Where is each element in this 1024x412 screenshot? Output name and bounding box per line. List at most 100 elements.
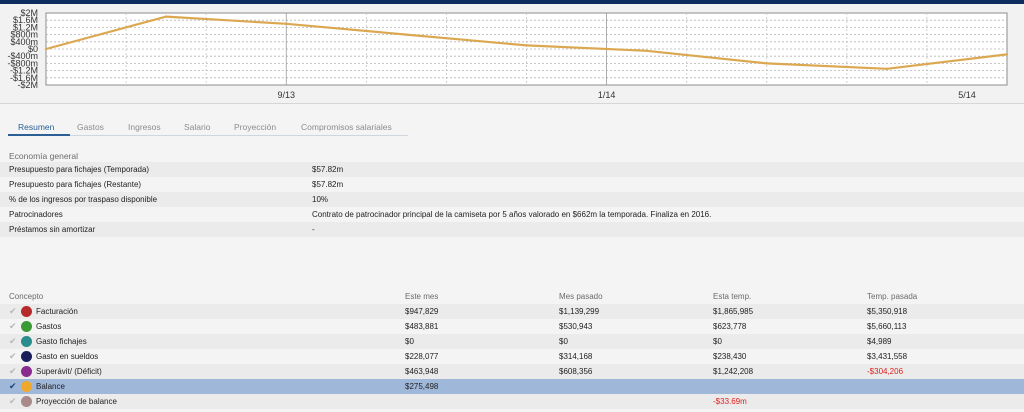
cell-este-mes: $463,948 [405,367,439,376]
series-color-dot-icon [21,381,32,392]
finance-row[interactable]: ✔ Gasto fichajes $0 $0 $0 $4,989 [0,334,1024,349]
y-tick-label: -$1.6M [10,73,38,83]
y-tick-label: $2M [20,8,38,18]
cell-mes-pasado: $1,139,299 [559,307,600,316]
data-point [765,62,768,65]
concept-label: Proyección de balance [36,397,117,406]
cell-temp-pasada: $4,989 [867,337,892,346]
info-label: Patrocinadores [9,210,63,219]
info-row: Patrocinadores Contrato de patrocinador … [0,207,1024,222]
cell-esta-temp: $1,242,208 [713,367,754,376]
data-point [885,67,889,70]
checkmark-icon[interactable]: ✔ [9,321,17,331]
tab-proyeccion[interactable]: Proyección [234,122,277,132]
cell-este-mes: $275,498 [405,382,439,391]
tab-compromisos-salariales[interactable]: Compromisos salariales [301,122,392,132]
active-tab-indicator [8,134,70,136]
cell-esta-temp: -$33.69m [713,397,747,406]
tab-gastos[interactable]: Gastos [77,122,104,132]
column-header-temp-pasada: Temp. pasada [867,292,918,301]
checkmark-icon[interactable]: ✔ [9,336,17,346]
info-row: Presupuesto para fichajes (Restante) $57… [0,177,1024,192]
finance-row[interactable]: ✔ Balance $275,498 [0,379,1024,394]
info-value: 10% [312,195,329,204]
y-tick-label: -$2M [17,80,38,90]
checkmark-icon[interactable]: ✔ [9,351,17,361]
info-label: Presupuesto para fichajes (Temporada) [9,165,150,174]
cell-esta-temp: $238,430 [713,352,747,361]
data-point [525,44,528,47]
y-tick-label: $0 [28,44,38,54]
column-header-esta-temp: Esta temp. [713,292,752,301]
balance-chart: $2M $1.6M $1.2M $800m $400m $0 -$400m -$800m -$1… [0,4,1024,104]
y-tick-label: -$400m [7,51,38,61]
info-value: - [312,225,315,234]
cell-mes-pasado: $530,943 [559,322,593,331]
info-row: % de los ingresos por traspaso disponibl… [0,192,1024,207]
x-tick-label: 5/14 [958,90,976,100]
checkmark-icon[interactable]: ✔ [9,366,17,376]
info-value: $57.82m [312,180,344,189]
tab-resumen[interactable]: Resumen [18,122,55,132]
finance-row[interactable]: ✔ Gastos $483,881 $530,943 $623,778 $5,660,11… [0,319,1024,334]
x-tick-label: 1/14 [598,90,616,100]
concept-label: Gasto fichajes [36,337,87,346]
info-label: Presupuesto para fichajes (Restante) [9,180,142,189]
cell-esta-temp: $623,778 [713,322,747,331]
data-point [285,22,288,25]
cell-mes-pasado: $0 [559,337,568,346]
finance-row[interactable]: ✔ Facturación $947,829 $1,139,299 $1,865,985… [0,304,1024,319]
cell-esta-temp: $1,865,985 [713,307,754,316]
concept-label: Gastos [36,322,62,331]
column-header-concepto: Concepto [9,292,44,301]
y-tick-label: -$800m [7,58,38,68]
column-header-mes-pasado: Mes pasado [559,292,603,301]
series-color-dot-icon [21,366,32,377]
finance-row[interactable]: ✔ Proyección de balance -$33.69m [0,394,1024,409]
info-value: $57.82m [312,165,344,174]
cell-mes-pasado: $608,356 [559,367,593,376]
checkmark-icon[interactable]: ✔ [9,396,17,406]
cell-temp-pasada: $5,350,918 [867,307,908,316]
x-tick-label: 9/13 [277,90,295,100]
finance-row[interactable]: ✔ Superávit/ (Déficit) $463,948 $608,356 $1,… [0,364,1024,379]
finance-table-header: Concepto Este mes Mes pasado Esta temp. … [0,290,1024,304]
cell-esta-temp: $0 [713,337,722,346]
balance-chart-svg: $2M$1.6M$1.2M$800m$400m$0-$400m-$800m-$1… [7,8,1009,100]
tab-bar: Resumen Gastos Ingresos Salario Proyecci… [8,120,408,136]
data-point [405,33,408,36]
cell-este-mes: $228,077 [405,352,439,361]
checkmark-icon[interactable]: ✔ [9,381,17,391]
y-tick-label: $400m [10,37,38,47]
info-row: Préstamos sin amortizar - [0,222,1024,237]
tab-salario[interactable]: Salario [184,122,211,132]
concept-label: Facturación [36,307,78,316]
info-label: Préstamos sin amortizar [9,225,96,234]
cell-temp-pasada: $3,431,558 [867,352,908,361]
data-point [645,49,648,52]
concept-label: Gasto en sueldos [36,352,99,361]
series-color-dot-icon [21,396,32,407]
data-point [1005,53,1009,56]
finance-row[interactable]: ✔ Gasto en sueldos $228,077 $314,168 $238,43… [0,349,1024,364]
cell-este-mes: $947,829 [405,307,439,316]
concept-label: Balance [36,382,65,391]
series-color-dot-icon [21,336,32,347]
top-bar [0,0,1024,4]
cell-este-mes: $483,881 [405,322,439,331]
tab-ingresos[interactable]: Ingresos [128,122,161,132]
cell-temp-pasada: -$304,206 [867,367,904,376]
concept-label: Superávit/ (Déficit) [36,367,102,376]
checkmark-icon[interactable]: ✔ [9,306,17,316]
info-value: Contrato de patrocinador principal de la… [312,210,712,219]
cell-este-mes: $0 [405,337,414,346]
series-color-dot-icon [21,351,32,362]
y-tick-label: -$1.2M [10,66,38,76]
data-point [44,47,48,51]
cell-mes-pasado: $314,168 [559,352,593,361]
info-row: Presupuesto para fichajes (Temporada) $5… [0,162,1024,177]
column-header-este-mes: Este mes [405,292,439,301]
series-color-dot-icon [21,306,32,317]
data-point [164,15,168,18]
cell-temp-pasada: $5,660,113 [867,322,907,331]
